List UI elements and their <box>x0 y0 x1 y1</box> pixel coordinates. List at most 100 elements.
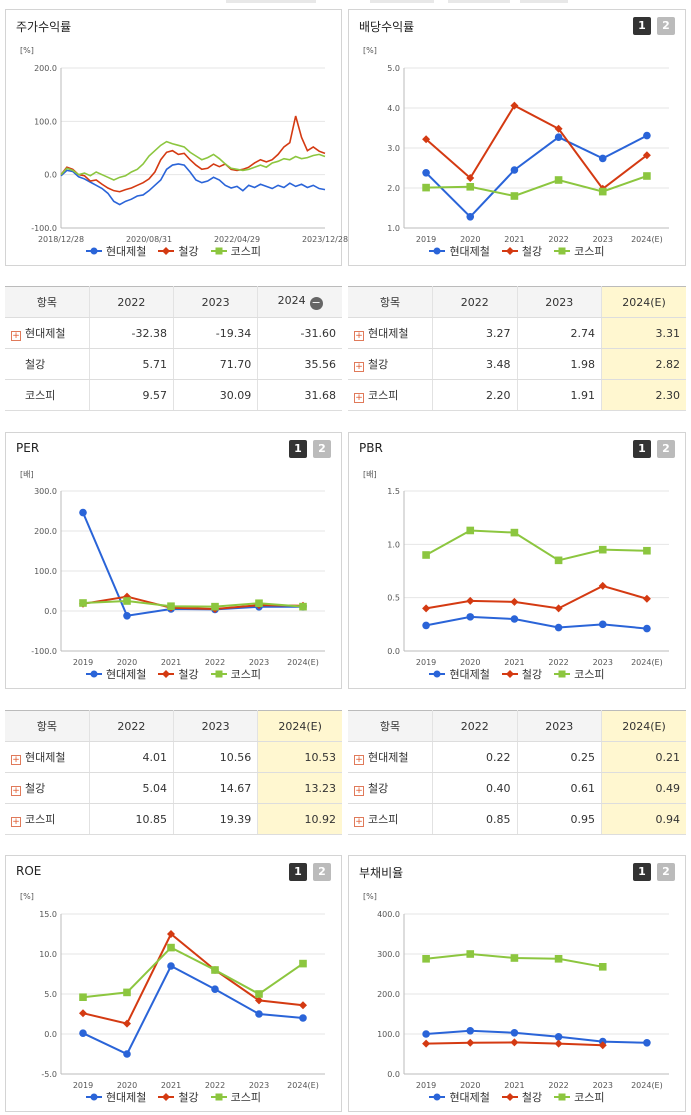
legend-label: 현대제철 <box>449 245 490 258</box>
row-label[interactable]: + 코스피 <box>348 803 433 835</box>
page-2-button[interactable]: 2 <box>657 440 675 458</box>
expand-plus-icon[interactable]: + <box>354 331 364 341</box>
row-label: 철강 <box>5 348 90 380</box>
x-tick-label: 2021 <box>504 658 524 667</box>
y-tick-label: 200.0 <box>377 990 400 999</box>
expand-plus-icon[interactable]: + <box>354 362 364 372</box>
legend-swatch <box>429 1093 446 1101</box>
x-tick-label: 2020/08/31 <box>126 235 172 244</box>
row-label[interactable]: + 코스피 <box>5 803 90 835</box>
expand-plus-icon[interactable]: + <box>354 786 364 796</box>
legend-swatch <box>554 1093 571 1101</box>
expand-plus-icon[interactable]: + <box>11 786 21 796</box>
legend-swatch <box>501 1093 518 1101</box>
legend-item: 현대제철 <box>85 1089 147 1105</box>
data-point <box>422 955 430 963</box>
x-tick-label: 2024(E) <box>631 658 663 667</box>
data-point <box>422 1030 430 1038</box>
y-tick-label: 0.0 <box>387 1070 400 1079</box>
data-point <box>466 596 475 605</box>
panel-title: PER <box>16 441 40 455</box>
table-cell: 0.94 <box>601 803 686 835</box>
x-tick-label: 2023 <box>249 658 269 667</box>
row-label[interactable]: + 코스피 <box>348 379 433 411</box>
expand-plus-icon[interactable]: + <box>11 755 21 765</box>
expand-plus-icon[interactable]: + <box>354 817 364 827</box>
row-label[interactable]: + 철강 <box>348 772 433 804</box>
page-1-button[interactable]: 1 <box>633 863 651 881</box>
debt-ratio-chart: 400.0 300.0 200.0 100.0 0.0 2019 2020 2021 2022 2… <box>377 910 669 1090</box>
table-row: + 현대제철 -32.38 -19.34 -31.60 <box>5 317 342 349</box>
data-point <box>167 962 175 970</box>
y-tick-label: 300.0 <box>34 487 57 496</box>
page-2-button[interactable]: 2 <box>657 863 675 881</box>
legend-item: 코스피 <box>554 243 605 259</box>
per-chart: 300.0 200.0 100.0 0.0 -100.0 2019 2020 2021 2022… <box>31 487 325 667</box>
row-label[interactable]: + 현대제철 <box>348 741 433 773</box>
series-line <box>426 1029 647 1044</box>
data-point <box>598 154 607 163</box>
data-point <box>79 1029 87 1037</box>
y-tick-label: 0.0 <box>44 1030 57 1039</box>
y-tick-label: 0.0 <box>44 171 57 180</box>
data-point <box>422 604 431 613</box>
legend-swatch <box>158 247 175 255</box>
legend-label: 현대제철 <box>449 668 490 681</box>
page-2-button[interactable]: 2 <box>657 17 675 35</box>
collapse-icon[interactable]: − <box>309 296 323 310</box>
data-point <box>167 943 175 952</box>
expand-plus-icon[interactable]: + <box>11 817 21 827</box>
debt-ratio-panel: 부채비율 1 2 [%] 400.0 300.0 200.0 100.0 0.0 2019… <box>348 855 686 1112</box>
x-tick-label: 2022 <box>548 658 568 667</box>
legend-item: 코스피 <box>210 1089 261 1105</box>
page-1-button[interactable]: 1 <box>289 440 307 458</box>
row-label[interactable]: + 현대제철 <box>5 741 90 773</box>
data-point <box>510 192 519 200</box>
table-row: + 현대제철 4.01 10.56 10.53 <box>5 741 342 773</box>
table-cell: 0.25 <box>517 741 602 773</box>
row-label[interactable]: + 현대제철 <box>5 317 90 349</box>
page-1-button[interactable]: 1 <box>633 440 651 458</box>
table-cell: 4.01 <box>89 741 175 773</box>
data-point <box>255 1010 263 1018</box>
table-cell: 2.74 <box>517 317 602 349</box>
column-header-year: 2023 <box>173 710 259 742</box>
data-point <box>598 1041 607 1050</box>
table-cell: 35.56 <box>257 348 342 380</box>
row-label[interactable]: + 철강 <box>5 772 90 804</box>
x-tick-label: 2020 <box>460 658 480 667</box>
data-point <box>554 955 563 963</box>
x-tick-label: 2021 <box>161 1081 181 1090</box>
data-point <box>211 966 219 974</box>
data-point <box>466 950 475 958</box>
data-point <box>79 993 87 1001</box>
data-point <box>466 526 475 535</box>
legend: 현대제철 철강 코스피 <box>6 243 341 259</box>
expand-plus-icon[interactable]: + <box>354 755 364 765</box>
legend-swatch <box>501 670 518 678</box>
data-point <box>554 1033 563 1041</box>
legend-swatch <box>501 247 518 255</box>
page-1-button[interactable]: 1 <box>289 863 307 881</box>
legend-label: 현대제철 <box>105 1091 147 1104</box>
table-cell: 10.85 <box>89 803 175 835</box>
column-header-item: 항목 <box>348 710 433 742</box>
page-2-button[interactable]: 2 <box>313 440 331 458</box>
table-cell: 2.82 <box>601 348 686 380</box>
expand-plus-icon[interactable]: + <box>354 393 364 403</box>
y-tick-label: 15.0 <box>39 910 57 919</box>
legend-swatch <box>429 670 446 678</box>
x-tick-label: 2020 <box>117 1081 137 1090</box>
page-2-button[interactable]: 2 <box>313 863 331 881</box>
x-tick-label: 2020 <box>460 1081 480 1090</box>
column-header-year: 2023 <box>173 286 259 318</box>
expand-plus-icon[interactable]: + <box>11 331 21 341</box>
data-point <box>466 213 475 221</box>
page-1-button[interactable]: 1 <box>633 17 651 35</box>
table-cell: 71.70 <box>173 348 259 380</box>
data-point <box>510 166 519 174</box>
legend-item: 철강 <box>158 243 199 259</box>
row-label[interactable]: + 철강 <box>348 348 433 380</box>
data-point <box>554 623 563 632</box>
row-label[interactable]: + 현대제철 <box>348 317 433 349</box>
